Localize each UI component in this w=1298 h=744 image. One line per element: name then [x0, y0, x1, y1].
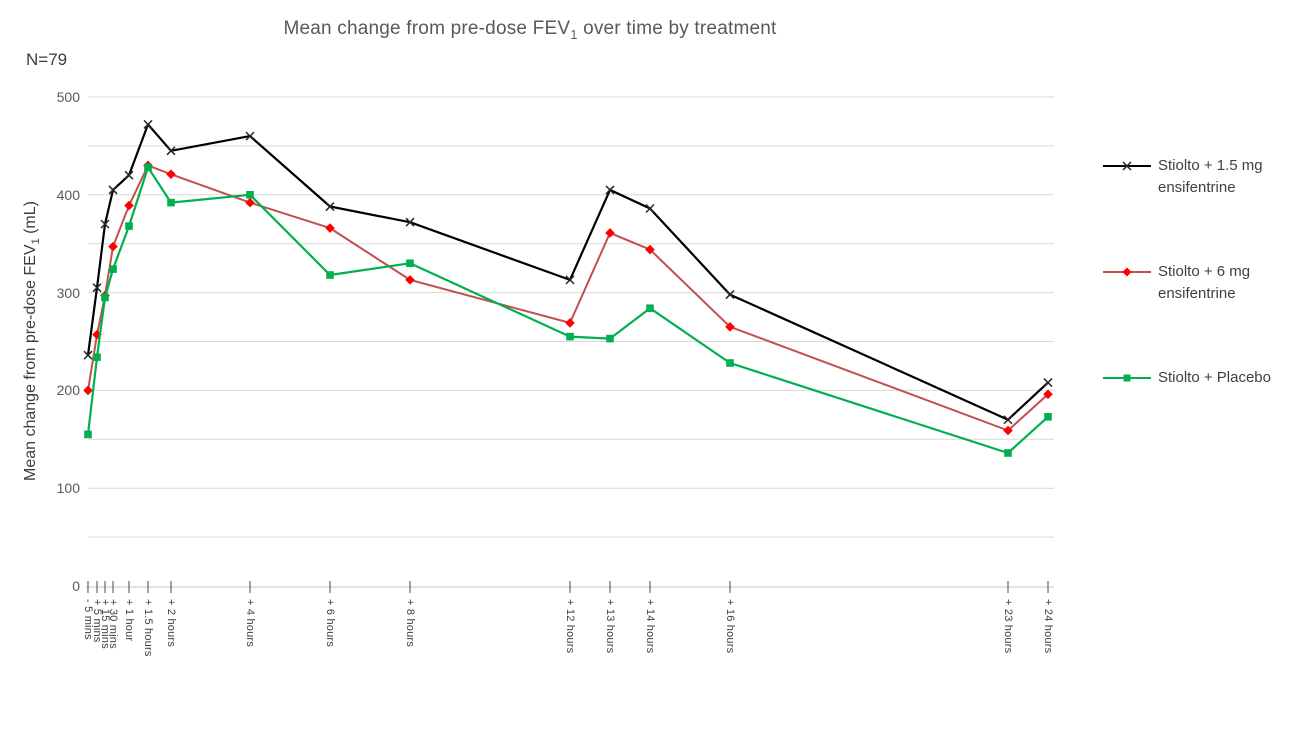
chart-title: Mean change from pre-dose FEV1 over time…	[0, 18, 1060, 42]
chart-title-text: Mean change from pre-dose FEV	[283, 18, 571, 39]
y-tick-label: 200	[56, 382, 80, 399]
x-tick-label: + 30 mins	[107, 599, 119, 649]
data-point-x-marker	[605, 185, 615, 195]
data-point-square-marker	[406, 259, 414, 268]
data-point-square-marker	[606, 334, 614, 343]
data-point-x-marker	[100, 219, 110, 229]
legend: Stiolto + 1.5 mg ensifentrine Stiolto + 6…	[1102, 155, 1298, 451]
data-point-square-marker	[125, 222, 133, 230]
data-point-x-marker	[124, 170, 134, 180]
legend-label: Stiolto + 6 mg ensifentrine	[1158, 263, 1251, 302]
series-line-1	[86, 123, 1049, 421]
data-point-diamond-marker	[565, 318, 575, 328]
x-tick-label: + 13 hours	[604, 599, 616, 654]
data-point-diamond-marker	[725, 322, 735, 332]
y-tick-label: 100	[56, 480, 80, 497]
data-point-x-marker	[325, 202, 335, 212]
x-tick-label: + 23 hours	[1002, 599, 1014, 654]
sample-size-annotation: N=79	[26, 50, 68, 69]
legend-swatch-diamond-icon	[1103, 267, 1151, 277]
x-tick-label: + 2 hours	[165, 599, 177, 647]
x-tick-label: + 6 hours	[324, 599, 336, 647]
data-point-diamond-marker	[1003, 425, 1013, 436]
series-line-3	[86, 166, 1049, 455]
data-point-square-marker	[646, 304, 654, 313]
legend-entry-3: Stiolto + Placebo	[1102, 367, 1298, 389]
legend-swatch-square-icon	[1103, 374, 1151, 382]
data-point-diamond-marker	[605, 228, 615, 238]
data-point-x-marker	[725, 290, 735, 300]
data-point-x-marker	[143, 119, 153, 129]
data-point-diamond-marker	[325, 223, 335, 233]
data-point-square-marker	[93, 353, 101, 361]
data-point-x-marker	[108, 185, 118, 195]
y-tick-label: 0	[72, 578, 80, 594]
data-point-x-marker	[245, 131, 255, 141]
data-point-x-marker	[565, 275, 575, 285]
data-point-square-marker	[1004, 449, 1012, 457]
data-point-square-marker	[246, 191, 254, 199]
x-tick-label: + 16 hours	[724, 599, 736, 654]
data-point-x-marker	[405, 217, 415, 227]
data-point-x-marker	[92, 283, 102, 293]
legend-entry-1: Stiolto + 1.5 mg ensifentrine	[1102, 155, 1298, 199]
legend-label: Stiolto + 1.5 mg ensifentrine	[1158, 157, 1263, 196]
data-point-diamond-marker	[645, 244, 655, 255]
y-tick-label: 300	[56, 284, 80, 301]
data-point-diamond-marker	[124, 200, 134, 211]
data-point-diamond-marker	[245, 197, 255, 208]
data-point-diamond-marker	[1043, 389, 1053, 400]
data-point-square-marker	[144, 163, 152, 172]
chart-title-subscript: 1	[570, 26, 578, 42]
data-point-x-marker	[83, 350, 93, 360]
data-point-x-marker	[166, 146, 176, 156]
data-point-square-marker	[101, 293, 109, 302]
data-point-diamond-marker	[405, 275, 415, 285]
data-point-square-marker	[109, 265, 117, 273]
x-tick-label: + 1.5 hours	[142, 599, 154, 657]
data-point-square-marker	[726, 359, 734, 367]
data-point-x-marker	[1043, 378, 1053, 388]
legend-entry-2: Stiolto + 6 mg ensifentrine	[1102, 261, 1298, 305]
data-point-diamond-marker	[166, 169, 176, 180]
x-tick-label: + 12 hours	[564, 599, 576, 654]
y-tick-label: 500	[56, 89, 80, 105]
data-point-diamond-marker	[108, 241, 118, 252]
data-point-square-marker	[167, 198, 175, 207]
x-tick-label: + 14 hours	[644, 599, 656, 654]
chart-title-suffix: over time by treatment	[577, 18, 777, 39]
data-point-square-marker	[84, 430, 92, 439]
x-tick-label: + 24 hours	[1042, 599, 1054, 654]
x-tick-label: + 8 hours	[404, 599, 416, 647]
data-point-square-marker	[326, 271, 334, 279]
data-point-diamond-marker	[83, 385, 93, 396]
data-point-x-marker	[1003, 415, 1013, 425]
x-tick-label: + 4 hours	[244, 599, 256, 647]
series-line-2	[87, 164, 1049, 432]
legend-swatch-x-icon	[1103, 161, 1151, 171]
data-point-square-marker	[1044, 413, 1052, 421]
x-tick-label: + 1 hour	[123, 599, 135, 642]
legend-label: Stiolto + Placebo	[1158, 369, 1271, 386]
y-tick-label: 400	[56, 186, 80, 203]
data-point-x-marker	[645, 203, 655, 214]
data-point-square-marker	[566, 332, 574, 341]
